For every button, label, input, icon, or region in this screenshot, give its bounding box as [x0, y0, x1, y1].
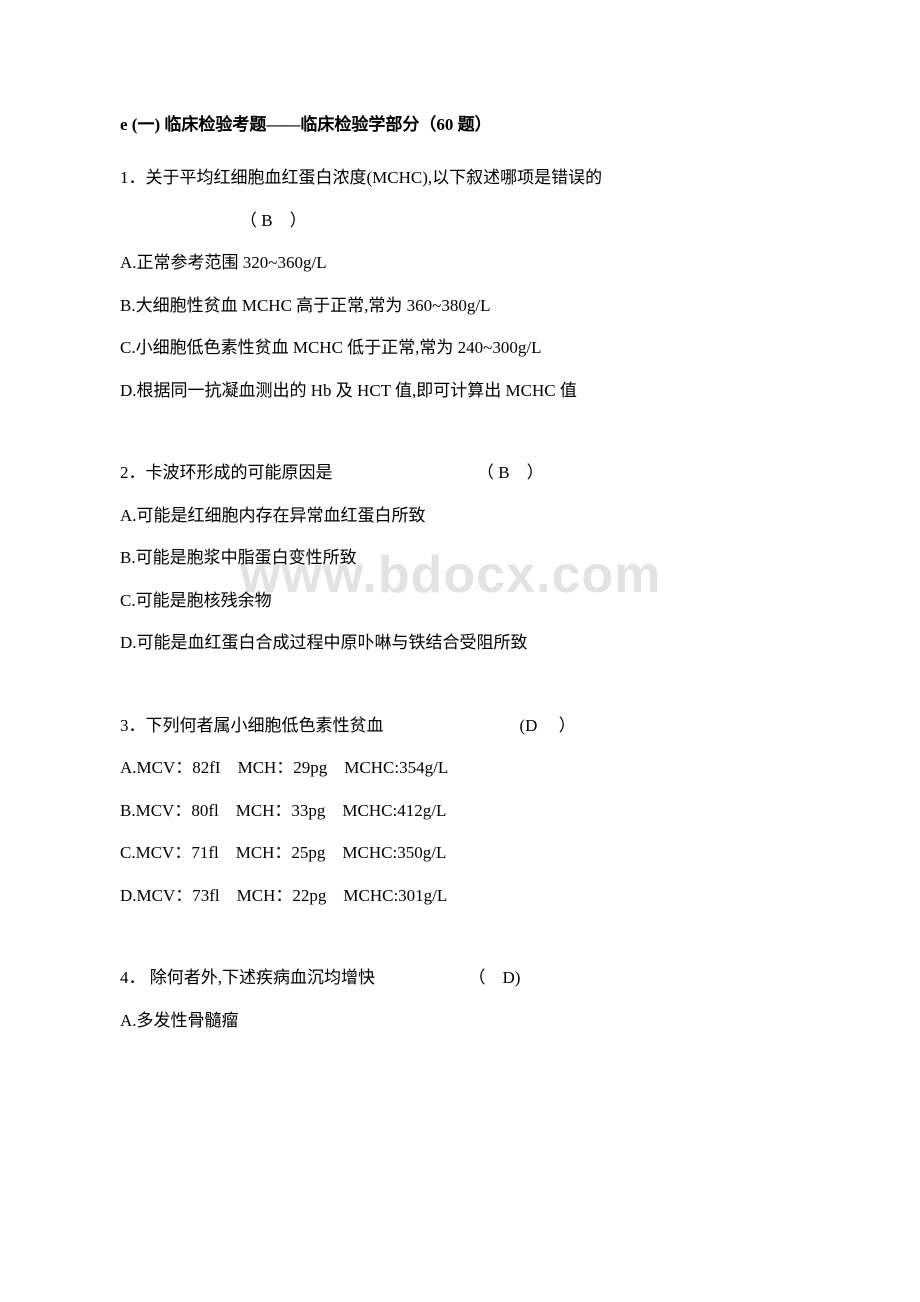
question-3-text: 3．下列何者属小细胞低色素性贫血 (D ） — [120, 705, 800, 748]
question-4-text: 4． 除何者外,下述疾病血沉均增快 （ D) — [120, 957, 800, 1000]
document-content: e (一) 临床检验考题——临床检验学部分（60 题） 1．关于平均红细胞血红蛋… — [120, 110, 800, 1042]
question-2-text: 2．卡波环形成的可能原因是 （ B ） — [120, 452, 800, 495]
question-2-option-c: C.可能是胞核残余物 — [120, 580, 800, 623]
question-block-2: 2．卡波环形成的可能原因是 （ B ） A.可能是红细胞内存在异常血红蛋白所致 … — [120, 452, 800, 665]
question-block-3: 3．下列何者属小细胞低色素性贫血 (D ） A.MCV：82fI MCH：29p… — [120, 705, 800, 918]
question-2-body: 卡波环形成的可能原因是 （ B ） — [146, 463, 544, 482]
question-2-option-d: D.可能是血红蛋白合成过程中原卟啉与铁结合受阻所致 — [120, 622, 800, 665]
question-1-option-c: C.小细胞低色素性贫血 MCHC 低于正常,常为 240~300g/L — [120, 327, 800, 370]
question-3-option-d: D.MCV：73fl MCH：22pg MCHC:301g/L — [120, 875, 800, 918]
question-block-4: 4． 除何者外,下述疾病血沉均增快 （ D) A.多发性骨髓瘤 — [120, 957, 800, 1042]
question-4-number: 4． — [120, 968, 146, 987]
question-4-option-a: A.多发性骨髓瘤 — [120, 1000, 800, 1043]
question-block-1: 1．关于平均红细胞血红蛋白浓度(MCHC),以下叙述哪项是错误的 （ B ） A… — [120, 157, 800, 412]
document-title: e (一) 临床检验考题——临床检验学部分（60 题） — [120, 110, 800, 135]
question-2-option-b: B.可能是胞浆中脂蛋白变性所致 — [120, 537, 800, 580]
question-1-body: 关于平均红细胞血红蛋白浓度(MCHC),以下叙述哪项是错误的 — [146, 168, 603, 187]
question-1-text: 1．关于平均红细胞血红蛋白浓度(MCHC),以下叙述哪项是错误的 — [120, 157, 800, 200]
question-3-number: 3． — [120, 716, 146, 735]
question-1-option-d: D.根据同一抗凝血测出的 Hb 及 HCT 值,即可计算出 MCHC 值 — [120, 370, 800, 413]
question-1-answer: （ B ） — [120, 200, 800, 243]
question-2-number: 2． — [120, 463, 146, 482]
question-3-option-a: A.MCV：82fI MCH：29pg MCHC:354g/L — [120, 747, 800, 790]
question-1-option-a: A.正常参考范围 320~360g/L — [120, 242, 800, 285]
question-1-option-b: B.大细胞性贫血 MCHC 高于正常,常为 360~380g/L — [120, 285, 800, 328]
question-1-number: 1． — [120, 168, 146, 187]
question-3-body: 下列何者属小细胞低色素性贫血 (D ） — [146, 716, 576, 735]
question-3-option-b: B.MCV：80fl MCH：33pg MCHC:412g/L — [120, 790, 800, 833]
question-3-option-c: C.MCV：71fl MCH：25pg MCHC:350g/L — [120, 832, 800, 875]
question-2-option-a: A.可能是红细胞内存在异常血红蛋白所致 — [120, 495, 800, 538]
question-4-body: 除何者外,下述疾病血沉均增快 （ D) — [146, 968, 521, 987]
